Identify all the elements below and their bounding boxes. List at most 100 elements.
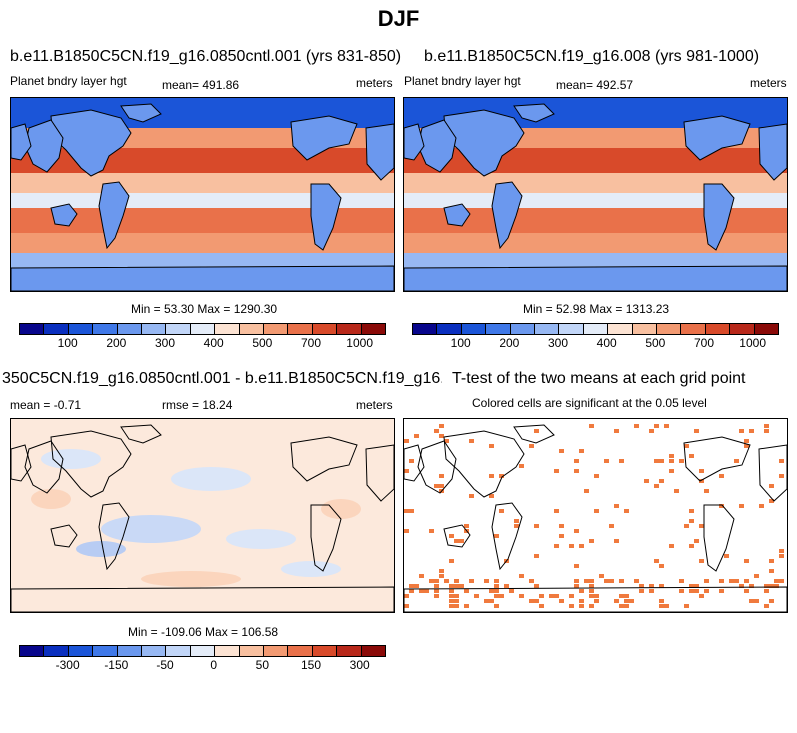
significant-cell — [634, 424, 639, 428]
significant-cell — [684, 524, 689, 528]
panel1-title: b.e11.B1850C5CN.f19_g16.0850cntl.001 (yr… — [10, 48, 402, 65]
colorbar-swatch — [166, 324, 191, 334]
significant-cell — [589, 424, 594, 428]
colorbar-tick-label: 400 — [203, 336, 224, 350]
significant-cell — [684, 604, 689, 608]
significant-cell — [404, 439, 409, 443]
significant-cell — [574, 459, 579, 463]
significant-cell — [634, 579, 639, 583]
significant-cell — [639, 584, 644, 588]
significant-cell — [719, 579, 724, 583]
colorbar-swatch — [361, 646, 386, 656]
colorbar-tick-label: 50 — [255, 658, 270, 672]
significant-cell — [779, 579, 784, 583]
continent-outline — [11, 444, 32, 482]
colorbar-tick-label: -50 — [156, 658, 174, 672]
significant-cell — [609, 524, 614, 528]
colorbar-tick-label: 1000 — [739, 336, 767, 350]
significant-cell — [734, 579, 739, 583]
panel2-units-label: meters — [750, 76, 787, 90]
panel1-mean-label: mean= 491.86 — [162, 78, 240, 92]
significant-cell — [629, 599, 634, 603]
anomaly-blob — [171, 467, 251, 491]
colorbar-tick-label: 300 — [547, 336, 569, 350]
panel4-map-svg — [404, 419, 787, 612]
colorbar-swatch — [337, 646, 362, 656]
significant-cell — [439, 569, 444, 573]
colorbar-swatch — [535, 324, 560, 334]
colorbar-swatch — [117, 646, 143, 656]
significant-cell — [689, 589, 694, 593]
colorbar-tick-label: 300 — [154, 336, 176, 350]
panel1-map-svg — [11, 98, 394, 291]
colorbar-swatch — [681, 324, 706, 334]
anomaly-blob — [226, 529, 296, 549]
significant-cell — [704, 489, 709, 493]
panel4-map — [403, 418, 788, 613]
colorbar-swatch — [68, 324, 94, 334]
significant-cell — [779, 549, 784, 553]
significant-cell — [699, 594, 704, 598]
significant-cell — [724, 554, 729, 558]
significant-cell — [619, 579, 624, 583]
significant-cell — [499, 474, 504, 478]
significant-cell — [749, 429, 754, 433]
significant-cell — [554, 544, 559, 548]
continent-outline — [290, 436, 358, 482]
colorbar-swatch — [754, 324, 779, 334]
significant-cell — [779, 554, 784, 558]
significant-cell — [459, 584, 464, 588]
significant-cell — [654, 559, 659, 563]
significant-cell — [689, 454, 694, 458]
continent-outline — [50, 203, 78, 227]
significant-cell — [579, 599, 584, 603]
colorbar-swatch — [166, 646, 191, 656]
significant-cell — [464, 524, 469, 528]
significant-cell — [404, 604, 409, 608]
significant-cell — [609, 579, 614, 583]
continent-outline — [758, 444, 787, 502]
significant-cell — [689, 544, 694, 548]
panel3-rmse-label: rmse = 18.24 — [162, 398, 233, 412]
significant-cell — [404, 469, 409, 473]
significant-cell — [534, 429, 539, 433]
panel2-colorbar — [412, 323, 779, 335]
significant-cell — [654, 484, 659, 488]
significant-cell — [554, 594, 559, 598]
significant-cell — [589, 604, 594, 608]
significant-cell — [589, 594, 594, 598]
significant-cell — [434, 484, 439, 488]
significant-cell — [744, 439, 749, 443]
continent-outline — [404, 586, 787, 612]
significant-cell — [529, 444, 534, 448]
significant-cell — [614, 504, 619, 508]
continent-outline — [120, 424, 162, 444]
colorbar-swatch — [632, 324, 658, 334]
significant-cell — [494, 594, 499, 598]
significant-cell — [624, 604, 629, 608]
significant-cell — [744, 444, 749, 448]
significant-cell — [444, 439, 449, 443]
panel3-units-label: meters — [356, 398, 393, 412]
panel2-mean-label: mean= 492.57 — [556, 78, 634, 92]
significant-cell — [644, 479, 649, 483]
anomaly-blob — [76, 541, 126, 557]
significant-cell — [679, 589, 684, 593]
significant-cell — [749, 599, 754, 603]
panel3-minmax: Min = -109.06 Max = 106.58 — [128, 625, 279, 639]
continent-outline — [50, 430, 132, 498]
panel3-colorbar — [19, 645, 386, 657]
colorbar-swatch — [312, 324, 338, 334]
significant-cell — [534, 599, 539, 603]
continent-outline — [443, 203, 471, 227]
colorbar-tick-label: 1000 — [346, 336, 374, 350]
significant-cell — [454, 539, 459, 543]
colorbar-swatch — [142, 324, 167, 334]
significant-cell — [699, 559, 704, 563]
continent-outline — [443, 430, 525, 498]
significant-cell — [754, 599, 759, 603]
continent-outline — [98, 502, 130, 571]
significant-cell — [444, 579, 449, 583]
panel3-map — [10, 418, 395, 613]
colorbar-swatch — [190, 646, 216, 656]
